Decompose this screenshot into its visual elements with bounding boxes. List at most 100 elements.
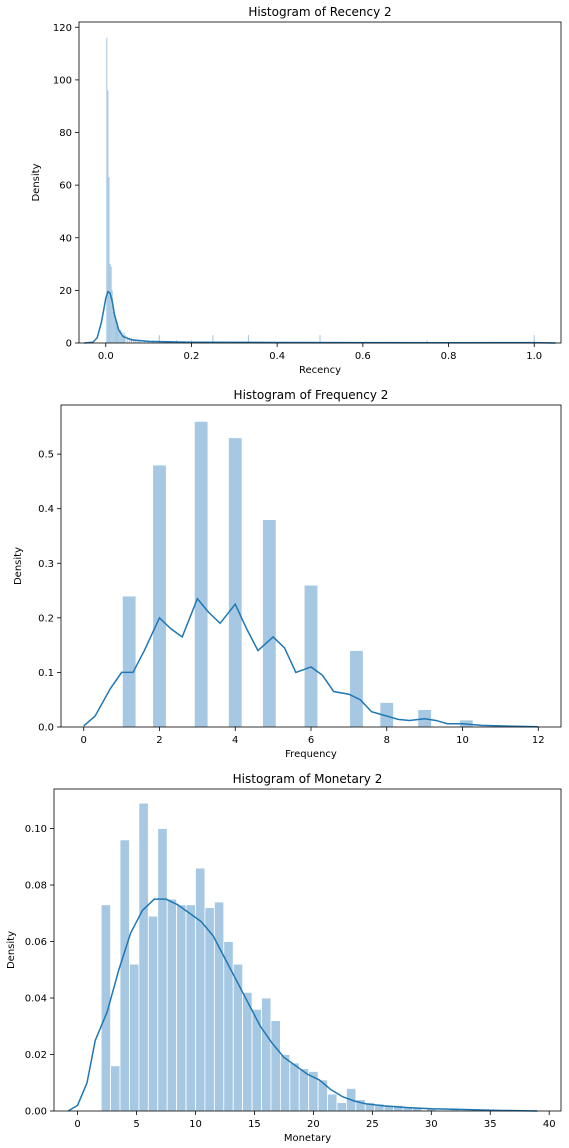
histogram-bar-17 — [123, 332, 125, 343]
x-tick-label: 0.0 — [98, 351, 114, 362]
x-tick-label: 6 — [308, 735, 314, 746]
histogram-bar-2 — [107, 90, 109, 343]
x-tick-label: 0.2 — [184, 351, 200, 362]
x-tick-label: 0 — [81, 735, 87, 746]
histogram-bar-18 — [124, 335, 126, 343]
y-tick-label: 60 — [59, 181, 72, 192]
histogram-bar-19 — [270, 1020, 281, 1112]
histogram-bar-3 — [119, 839, 130, 1112]
histogram-bar-5 — [262, 519, 277, 728]
histogram-bar-4 — [129, 963, 140, 1112]
histogram-bar-7 — [157, 828, 168, 1112]
histogram-bar-2 — [152, 464, 167, 728]
y-tick-label: 40 — [59, 233, 72, 244]
histogram-bar-7 — [349, 650, 364, 728]
histogram-bar-19 — [126, 337, 128, 343]
y-tick-label: 120 — [53, 23, 72, 34]
y-tick-label: 0.10 — [25, 824, 47, 835]
histogram-bar-11 — [195, 867, 206, 1112]
histogram-bar-5 — [110, 266, 112, 343]
histogram-bar-25 — [139, 340, 141, 343]
x-tick-label: 2 — [156, 735, 162, 746]
histogram-bar-14 — [120, 329, 122, 343]
histogram-bar-2 — [110, 1065, 121, 1112]
histogram-bar-3 — [193, 420, 209, 728]
y-tick-label: 0.04 — [25, 994, 47, 1005]
y-tick-label: 100 — [53, 75, 72, 86]
y-tick-label: 0.00 — [25, 1107, 47, 1118]
histogram-bar-36 — [533, 335, 535, 343]
histogram-bar-33 — [247, 335, 249, 343]
histogram-bar-6 — [303, 584, 319, 728]
x-tick-label: 40 — [543, 1119, 556, 1130]
x-tick-label: 10 — [456, 735, 469, 746]
chart-title: Histogram of Frequency 2 — [234, 388, 389, 402]
kde-line — [83, 597, 539, 728]
x-tick-label: 15 — [248, 1119, 261, 1130]
histogram-bar-4 — [228, 437, 243, 728]
chart-2: 0 2 4 6 8 10 12 0.0 0.1 0.2 0.3 0.4 0.5 Histogram of … — [13, 388, 562, 760]
histogram-bar-16 — [242, 991, 253, 1112]
x-tick-label: 0.4 — [269, 351, 285, 362]
histogram-bar-5 — [138, 802, 149, 1112]
x-tick-label: 0.6 — [355, 351, 371, 362]
y-tick-label: 0.06 — [25, 937, 47, 948]
chart-1: 0.0 0.2 0.4 0.6 0.8 1.0 0 20 40 60 80 100 120 Histogr… — [31, 5, 562, 376]
histogram-bar-13 — [119, 329, 121, 343]
x-axis-label: Recency — [299, 365, 341, 376]
x-tick-label: 0 — [74, 1119, 80, 1130]
histogram-bar-16 — [122, 335, 124, 343]
histogram-bar-12 — [204, 907, 215, 1112]
histogram-bar-10 — [115, 324, 118, 343]
y-tick-label: 80 — [59, 128, 72, 139]
histogram-bar-6 — [147, 915, 159, 1112]
histogram-bar-14 — [223, 941, 234, 1112]
x-tick-label: 10 — [189, 1119, 202, 1130]
histogram-bar-23 — [135, 339, 137, 343]
y-axis-label: Density — [31, 163, 42, 201]
histogram-bar-6 — [111, 290, 113, 343]
chart-title: Histogram of Recency 2 — [248, 5, 391, 19]
x-tick-label: 25 — [366, 1119, 379, 1130]
y-tick-label: 0.5 — [38, 450, 54, 461]
histogram-bar-9 — [114, 319, 116, 343]
histogram-bar-9 — [176, 904, 187, 1112]
histogram-bars — [121, 420, 474, 728]
histogram-bar-1 — [106, 37, 108, 343]
histogram-bar-8 — [113, 314, 115, 343]
chart-title: Histogram of Monetary 2 — [233, 772, 383, 786]
x-tick-label: 4 — [232, 735, 238, 746]
plot-frame — [53, 788, 562, 1112]
histogram-bar-29 — [158, 335, 160, 343]
histogram-bar-20 — [128, 337, 130, 343]
y-tick-label: 20 — [59, 286, 72, 297]
histogram-bar-1 — [121, 595, 137, 728]
histogram-bars — [106, 37, 535, 343]
x-tick-label: 5 — [133, 1119, 139, 1130]
y-tick-label: 0.02 — [25, 1050, 47, 1061]
histogram-bar-7 — [112, 311, 114, 343]
histogram-bar-8 — [166, 898, 178, 1112]
y-tick-label: 0.2 — [38, 613, 54, 624]
histogram-bar-26 — [336, 1102, 347, 1112]
x-tick-label: 35 — [484, 1119, 497, 1130]
histogram-bar-10 — [185, 904, 196, 1112]
plot-frame — [78, 21, 562, 344]
x-axis-label: Monetary — [284, 1133, 331, 1144]
histogram-bars — [100, 802, 508, 1112]
histogram-bar-24 — [137, 340, 139, 343]
histogram-bar-20 — [279, 1054, 291, 1112]
histogram-bar-15 — [232, 963, 244, 1112]
x-tick-label: 30 — [425, 1119, 438, 1130]
y-tick-label: 0.3 — [38, 559, 54, 570]
histogram-bar-3 — [108, 177, 110, 343]
histogram-bar-22 — [133, 339, 135, 343]
y-tick-label: 0 — [66, 339, 72, 350]
histogram-bar-34 — [319, 335, 321, 343]
histogram-bar-13 — [213, 901, 225, 1112]
y-axis-label: Density — [13, 547, 24, 585]
histogram-bar-35 — [426, 340, 428, 343]
y-tick-label: 0.08 — [25, 881, 47, 892]
y-tick-label: 0.4 — [38, 504, 54, 515]
